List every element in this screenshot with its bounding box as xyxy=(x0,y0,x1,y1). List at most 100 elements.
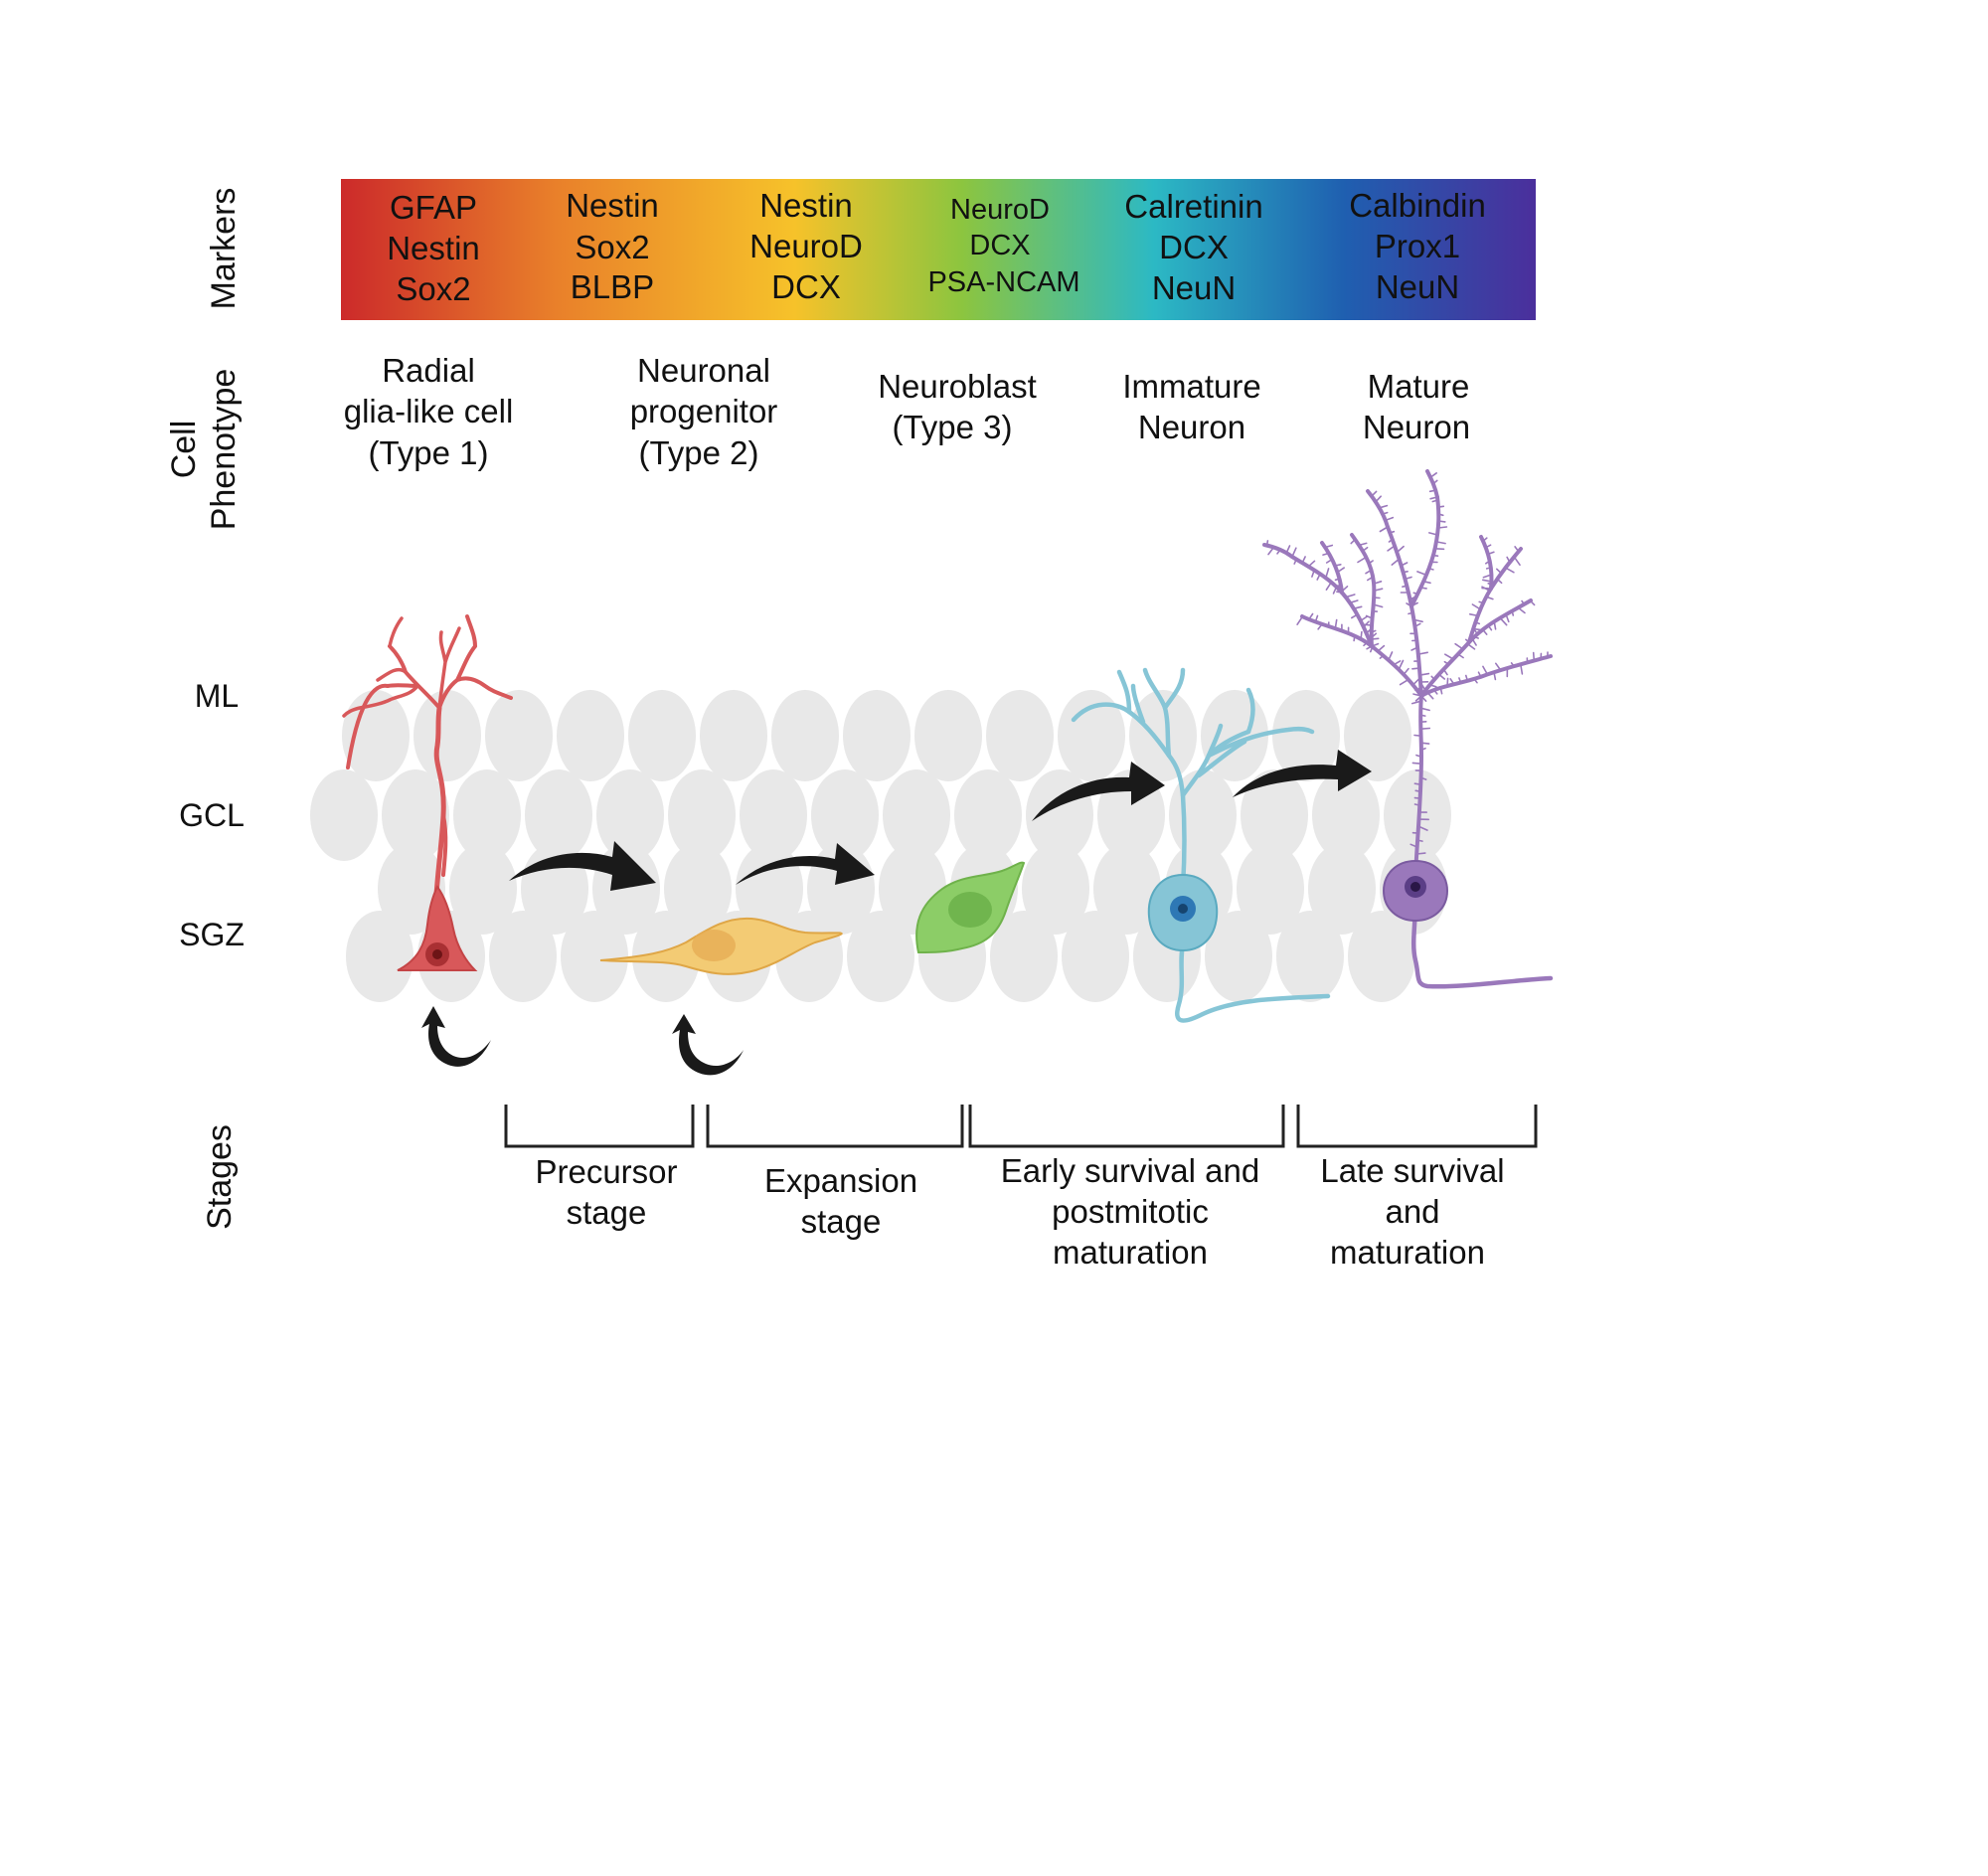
dendritic-spine xyxy=(1449,678,1455,686)
dendritic-spine xyxy=(1471,637,1477,646)
dendritic-spine xyxy=(1353,634,1356,642)
arrow-immature-to-mature xyxy=(1233,750,1372,797)
dendritic-spine xyxy=(1487,551,1495,556)
tissue-cell xyxy=(668,769,736,861)
marker-text: GFAP xyxy=(390,189,477,226)
stage-text: stage xyxy=(801,1203,882,1240)
dendritic-spine xyxy=(1353,605,1363,610)
dendritic-spine xyxy=(1296,615,1304,626)
stage-text: Expansion xyxy=(764,1162,917,1199)
marker-group-5: Calretinin DCX NeuN xyxy=(1124,188,1262,306)
dendritic-spine xyxy=(1402,570,1408,574)
dendritic-spine xyxy=(1377,644,1386,652)
tissue-cell xyxy=(771,690,839,781)
dendritic-spine xyxy=(1415,754,1422,759)
stage-text: Early survival and xyxy=(1001,1152,1259,1189)
dendritic-spine xyxy=(1334,563,1342,567)
dendritic-spine xyxy=(1416,571,1427,577)
tissue-cell xyxy=(914,690,982,781)
dendritic-spine xyxy=(1432,479,1438,485)
dendritic-spine xyxy=(1411,762,1422,766)
marker-text: BLBP xyxy=(571,268,654,305)
arrow-type1-to-type2 xyxy=(509,841,656,891)
dendritic-spine xyxy=(1398,659,1405,671)
marker-text: Prox1 xyxy=(1375,228,1460,264)
dendritic-spine xyxy=(1504,567,1515,574)
tissue-cell xyxy=(1205,911,1272,1002)
radial-glia-nucleolus xyxy=(432,949,442,959)
dendritic-spine xyxy=(1420,695,1427,703)
dendritic-spine xyxy=(1493,671,1497,681)
dendritic-spine xyxy=(1496,568,1503,575)
dendritic-spine xyxy=(1325,581,1333,592)
arrow-type3-to-immature xyxy=(1032,762,1165,821)
dendritic-spine xyxy=(1336,591,1343,594)
marker-group-2: Nestin Sox2 BLBP xyxy=(566,187,659,305)
marker-text: NeuroD xyxy=(749,228,863,264)
tissue-cell xyxy=(1022,843,1089,935)
phenotype-radial-glia: Radial glia-like cell (Type 1) xyxy=(344,352,514,471)
stage-expansion: Expansion stage xyxy=(764,1162,917,1240)
dendritic-spine xyxy=(1325,558,1333,564)
dendritic-spine xyxy=(1351,613,1359,619)
dendritic-spine xyxy=(1474,621,1481,625)
stage-precursor: Precursor stage xyxy=(535,1153,677,1231)
dendritic-spine xyxy=(1416,839,1423,842)
dendritic-spine xyxy=(1408,597,1415,601)
dendritic-spine xyxy=(1466,642,1476,650)
marker-text: Sox2 xyxy=(396,270,470,307)
tissue-cell xyxy=(525,769,592,861)
dendritic-spine xyxy=(1276,549,1281,555)
dendritic-spine xyxy=(1370,637,1380,640)
dendritic-spine xyxy=(1458,677,1462,684)
dendritic-spine xyxy=(1517,606,1526,614)
dendritic-spine xyxy=(1350,538,1357,545)
dendritic-spine xyxy=(1379,526,1389,533)
tissue-cell xyxy=(847,911,914,1002)
dendritic-spine xyxy=(1410,601,1418,607)
dendritic-spine xyxy=(1367,576,1374,582)
dendritic-spine xyxy=(1428,684,1437,688)
dendritic-spine xyxy=(1419,776,1427,780)
dendritic-spine xyxy=(1411,678,1420,686)
dendritic-spine xyxy=(1506,556,1511,564)
dendritic-spine xyxy=(1340,585,1349,594)
phenotype-text: (Type 2) xyxy=(638,434,758,471)
stage-text: maturation xyxy=(1053,1234,1208,1271)
tissue-cell xyxy=(954,769,1022,861)
bracket-late-survival xyxy=(1296,1105,1538,1148)
dendritic-spine xyxy=(1446,677,1449,687)
dendritic-spine xyxy=(1437,526,1448,529)
phenotype-mature-neuron: Mature Neuron xyxy=(1363,368,1470,445)
dendritic-spine xyxy=(1410,646,1418,651)
dendritic-spine xyxy=(1365,614,1374,619)
dendritic-spine xyxy=(1414,789,1421,793)
dendritic-spine xyxy=(1316,573,1321,581)
dendritic-spine xyxy=(1482,665,1489,676)
dendritic-spine xyxy=(1465,674,1469,682)
dendritic-spine xyxy=(1472,627,1481,631)
tissue-cell xyxy=(1308,843,1376,935)
tissue-cell xyxy=(1344,690,1411,781)
dendritic-spine xyxy=(1454,642,1464,650)
phenotype-text: Mature xyxy=(1368,368,1470,405)
dendritic-spine xyxy=(1325,568,1330,580)
tissue-cell xyxy=(1062,911,1129,1002)
dendritic-spine xyxy=(1415,852,1426,855)
dendritic-spine xyxy=(1428,489,1437,493)
dendritic-spine xyxy=(1493,620,1497,630)
phenotype-progenitor: Neuronal progenitor (Type 2) xyxy=(630,352,778,471)
dendritic-spine xyxy=(1417,825,1428,831)
marker-text: NeuroD xyxy=(950,194,1050,226)
layer-label-sgz: SGZ xyxy=(179,917,245,952)
dendritic-spine xyxy=(1428,532,1438,536)
marker-text: Nestin xyxy=(759,187,853,224)
dendritic-spine xyxy=(1437,505,1445,508)
dendritic-spine xyxy=(1422,580,1431,585)
tissue-cell xyxy=(346,911,414,1002)
phenotype-text: Neuron xyxy=(1363,409,1470,445)
dendritic-spine xyxy=(1431,499,1439,503)
dendritic-spine xyxy=(1435,541,1446,545)
dendritic-spine xyxy=(1371,490,1378,497)
